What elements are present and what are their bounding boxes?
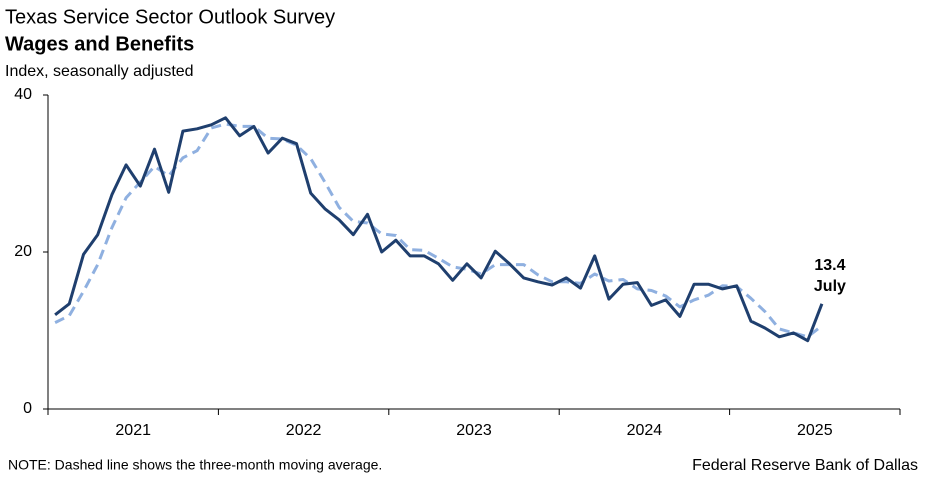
x-tick-label: 2022 xyxy=(286,422,322,439)
y-tick-label: 20 xyxy=(14,243,32,260)
x-tick-label: 2021 xyxy=(115,422,151,439)
data-label: 13.4 xyxy=(814,257,845,274)
chart-title: Texas Service Sector Outlook Survey xyxy=(5,6,335,28)
x-tick-label: 2025 xyxy=(797,422,833,439)
y-axis-label: Index, seasonally adjusted xyxy=(5,63,194,80)
index-line xyxy=(54,116,824,343)
source: Federal Reserve Bank of Dallas xyxy=(692,457,918,474)
annotation: July xyxy=(814,278,846,295)
y-tick-label: 40 xyxy=(14,86,32,103)
chart-subtitle: Wages and Benefits xyxy=(5,33,194,55)
note: NOTE: Dashed line shows the three-month … xyxy=(8,457,382,473)
y-tick-label: 0 xyxy=(23,400,32,417)
x-tick-label: 2023 xyxy=(456,422,492,439)
x-tick-label: 2024 xyxy=(627,422,663,439)
moving-average-line xyxy=(54,122,823,339)
